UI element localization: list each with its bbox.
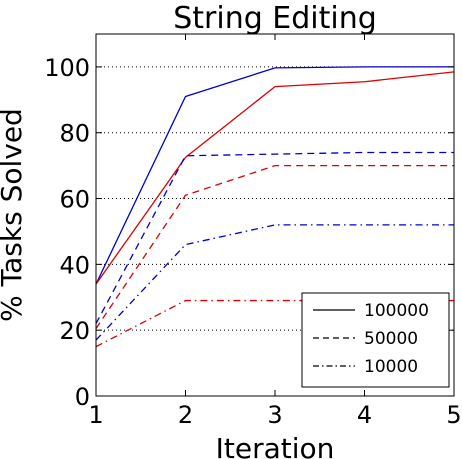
x-tick-label-5: 5 <box>446 401 461 429</box>
series-lines <box>95 66 455 348</box>
y-tick-label-80: 80 <box>59 120 90 148</box>
x-tick-label-3: 3 <box>267 401 282 429</box>
legend-label-100000: 100000 <box>364 301 429 321</box>
x-tick-label-2: 2 <box>178 401 193 429</box>
series-line-4-dashdot <box>95 224 454 341</box>
axis-ticks: 0 20 40 60 80 100 1 2 3 4 5 <box>44 34 462 429</box>
y-tick-label-0: 0 <box>75 383 90 411</box>
legend-label-50000: 50000 <box>364 329 418 349</box>
y-tick-label-60: 60 <box>59 186 90 214</box>
legend-label-10000: 10000 <box>364 357 418 377</box>
series-line-3-dashed <box>95 164 454 329</box>
series-line-2-dashed <box>95 151 454 324</box>
grid-lines <box>96 66 454 331</box>
series-line-0-solid <box>95 66 454 285</box>
y-axis-label: % Tasks Solved <box>0 108 28 322</box>
x-tick-label-4: 4 <box>357 401 372 429</box>
y-tick-label-100: 100 <box>44 54 90 82</box>
legend: 100000 50000 10000 <box>301 292 450 388</box>
legend-box <box>301 292 450 388</box>
chart-title: String Editing <box>173 1 377 36</box>
y-tick-label-20: 20 <box>59 317 90 345</box>
x-axis-label: Iteration <box>216 432 335 459</box>
y-tick-label-40: 40 <box>59 251 90 279</box>
series-line-1-solid <box>95 71 455 285</box>
x-tick-label-1: 1 <box>88 401 103 429</box>
